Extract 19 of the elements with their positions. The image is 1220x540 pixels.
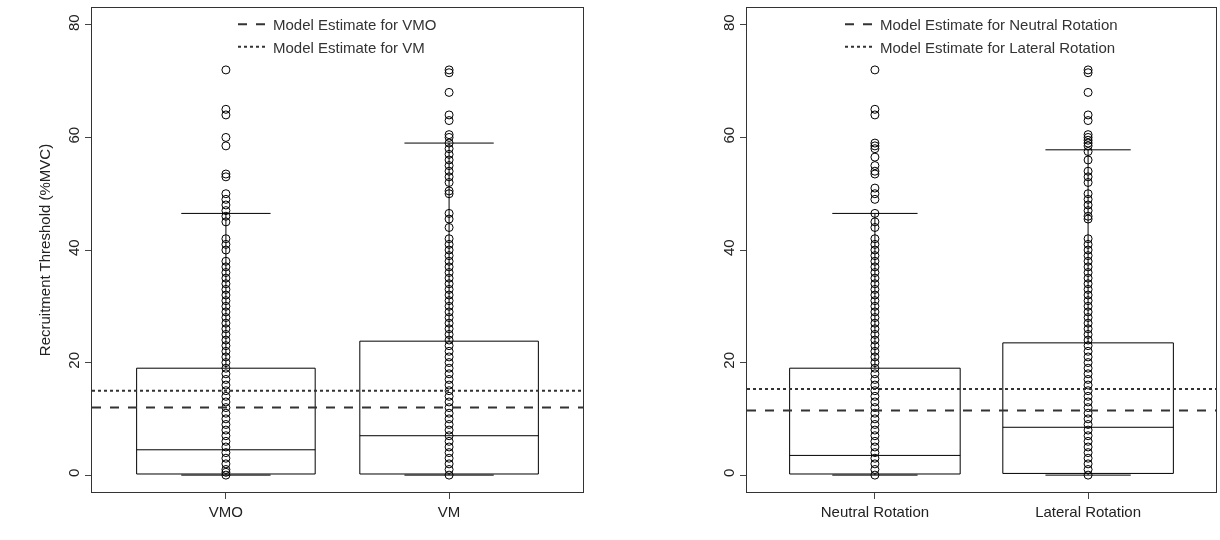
x-tick-label: Neutral Rotation [820, 503, 930, 520]
x-tick-label: VMO [208, 503, 243, 520]
legend-label: Model Estimate for VMO [273, 16, 437, 34]
y-tick-label: 20 [720, 351, 737, 369]
y-tick-label: 20 [65, 351, 82, 369]
x-tick-label: Lateral Rotation [1035, 503, 1142, 520]
y-tick-label: 80 [65, 14, 82, 31]
y-tick-label: 0 [720, 468, 737, 478]
x-tick-label: VM [437, 503, 461, 520]
legend-label: Model Estimate for VM [273, 38, 425, 56]
y-tick-label: 40 [65, 239, 82, 257]
y-tick-label: 40 [720, 239, 737, 257]
y-tick-label: 0 [65, 468, 82, 478]
y-tick-label: 80 [720, 14, 737, 31]
legend-label: Model Estimate for Neutral Rotation [880, 16, 1118, 34]
y-tick-label: 60 [720, 126, 737, 144]
y-tick-label: 60 [65, 126, 82, 144]
y-axis-title: Recruitment Threshold (%MVC) [36, 143, 54, 357]
legend-label: Model Estimate for Lateral Rotation [880, 38, 1116, 56]
